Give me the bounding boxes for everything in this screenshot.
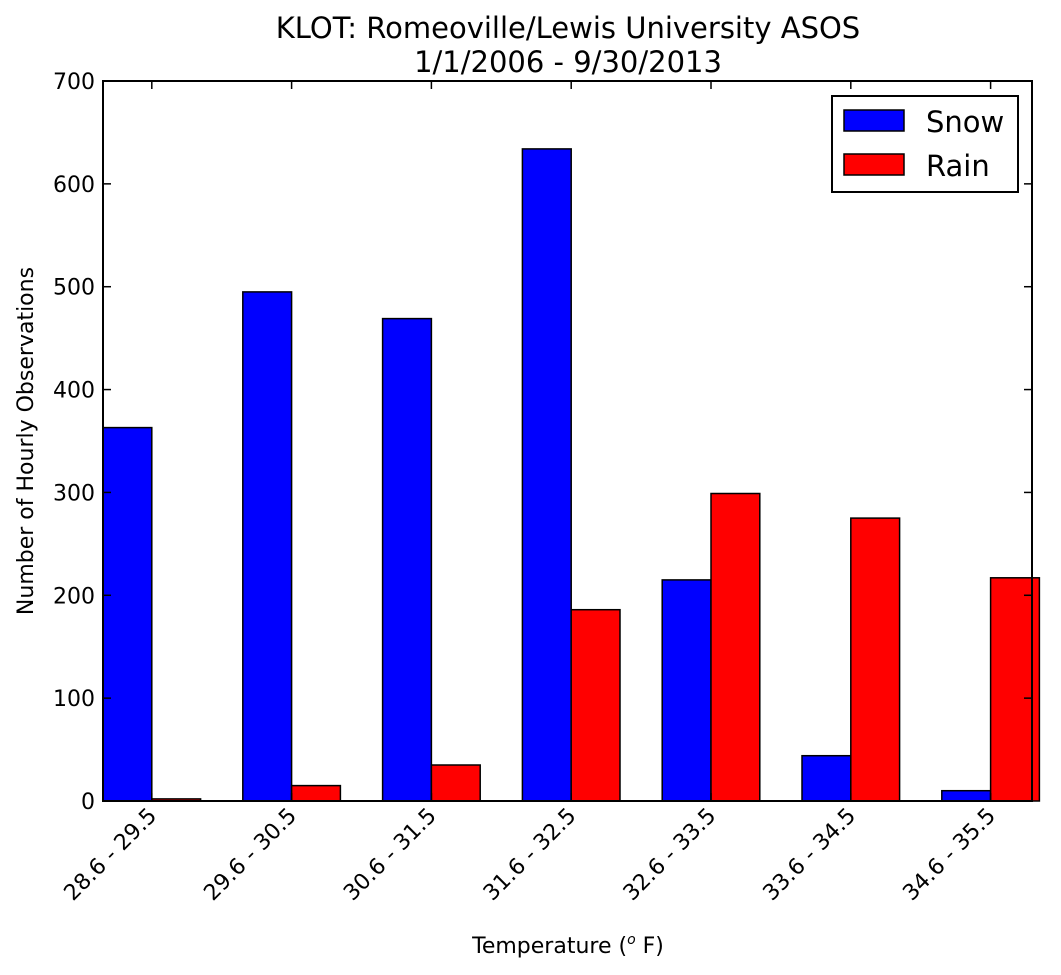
y-tick-label-4: 400 <box>53 379 95 404</box>
y-tick-label-2: 200 <box>53 584 95 609</box>
bar-snow-1 <box>242 291 293 802</box>
legend-label-snow: Snow <box>926 105 1004 139</box>
y-tick-label-0: 0 <box>81 790 95 815</box>
x-axis-label-superscript: o <box>627 932 636 948</box>
bar-rain-2 <box>430 764 481 802</box>
x-axis-label: Temperature (o F) <box>471 932 664 959</box>
y-tick-label-7: 700 <box>53 70 95 95</box>
bar-rain-4 <box>710 492 761 802</box>
bar-snow-6 <box>941 789 992 802</box>
bar-snow-3 <box>521 148 572 802</box>
bar-snow-0 <box>102 426 153 802</box>
x-tick-label-5: 33.6 - 34.5 <box>759 804 861 906</box>
x-tick-label-3: 31.6 - 32.5 <box>479 804 581 906</box>
chart-subtitle: 1/1/2006 - 9/30/2013 <box>414 45 722 79</box>
bar-snow-2 <box>381 317 433 802</box>
bar-rain-1 <box>290 784 342 802</box>
y-axis-ticks: 0 100 200 300 400 500 600 700 <box>53 70 1032 815</box>
plot-frame <box>102 80 1033 802</box>
legend-swatch-rain <box>843 153 905 176</box>
bar-rain-5 <box>850 517 901 802</box>
x-axis-label-suffix: F) <box>636 934 664 959</box>
y-tick-label-5: 500 <box>53 276 95 301</box>
bar-rain-3 <box>570 608 621 802</box>
bar-snow-5 <box>801 754 852 802</box>
x-tick-label-0: 28.6 - 29.5 <box>60 804 162 906</box>
x-tick-label-6: 34.6 - 35.5 <box>898 804 1000 906</box>
legend-label-rain: Rain <box>926 149 990 183</box>
x-tick-label-4: 32.6 - 33.5 <box>619 804 721 906</box>
bar-snow-4 <box>661 579 712 802</box>
y-tick-label-6: 600 <box>53 173 95 198</box>
x-tick-label-1: 29.6 - 30.5 <box>199 804 301 906</box>
y-axis-label: Number of Hourly Observations <box>14 267 39 615</box>
chart-title: KLOT: Romeoville/Lewis University ASOS <box>276 11 860 45</box>
x-tick-label-2: 30.6 - 31.5 <box>339 804 441 906</box>
legend: Snow Rain <box>831 95 1019 193</box>
legend-swatch-snow <box>843 109 905 132</box>
x-axis-label-main: Temperature ( <box>471 934 627 959</box>
y-tick-label-3: 300 <box>53 481 95 506</box>
y-tick-label-1: 100 <box>53 687 95 712</box>
bars-layer <box>102 148 1041 802</box>
